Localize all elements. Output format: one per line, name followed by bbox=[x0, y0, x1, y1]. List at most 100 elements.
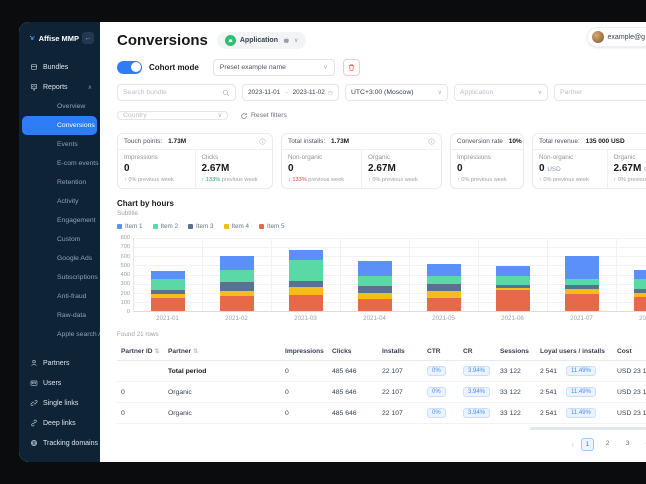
bar-segment-item-5 bbox=[565, 294, 599, 311]
card-total-installs: Total installs: 1.73M Non-organic 0 ↓ 13… bbox=[281, 133, 442, 189]
chart-bar-group-2021-02[interactable] bbox=[203, 238, 272, 311]
column-header-ctr[interactable]: CTR bbox=[423, 343, 459, 361]
pagination-page-1[interactable]: 1 bbox=[581, 438, 594, 451]
bar-segment-item-5 bbox=[358, 298, 392, 311]
horizontal-scrollbar[interactable] bbox=[530, 427, 646, 430]
chart-canvas: 800 700 600 500 400 300 200 100 0 2021-01 2021-02… bbox=[117, 235, 646, 322]
affise-logo-icon bbox=[30, 35, 35, 40]
page-header: Conversions Application ∨ example@g bbox=[117, 27, 646, 51]
sidebar-item-engagement[interactable]: Engagement bbox=[57, 217, 96, 224]
user-menu[interactable]: example@g bbox=[586, 27, 646, 47]
pagination-page-2[interactable]: 2 bbox=[605, 440, 610, 447]
application-filter-select[interactable]: Application ∨ bbox=[454, 84, 548, 101]
chart-bar-group-2021-06[interactable] bbox=[479, 238, 548, 311]
sidebar-item-single-links[interactable]: Single links bbox=[19, 393, 100, 413]
cohort-mode-toggle[interactable] bbox=[117, 60, 142, 74]
column-header-clicks[interactable]: Clicks bbox=[328, 343, 378, 361]
sidebar-item-custom[interactable]: Custom bbox=[57, 236, 81, 243]
loyal-badge: 11.49% bbox=[566, 408, 596, 418]
sidebar-item-overview[interactable]: Overview bbox=[57, 103, 86, 110]
date-range-picker[interactable]: 2023-11-01 → 2023-11-02 bbox=[242, 84, 339, 101]
pagination: ‹ 1 2 3 4 bbox=[117, 438, 646, 451]
legend-item-item-1[interactable]: Item 1 bbox=[117, 223, 143, 230]
timezone-select[interactable]: UTC+3:00 (Moscow) ∨ bbox=[345, 84, 448, 101]
card-touch-points: Touch points: 1.73M Impressions 0 ↑ 0% p… bbox=[117, 133, 273, 189]
stacked-bar bbox=[151, 238, 185, 311]
column-header-installs[interactable]: Installs bbox=[378, 343, 423, 361]
legend-item-item-3[interactable]: Item 3 bbox=[188, 223, 214, 230]
bar-segment-item-2 bbox=[289, 259, 323, 282]
chart-bar-group-2021-01[interactable] bbox=[134, 238, 203, 311]
y-tick: 200 bbox=[120, 290, 130, 297]
column-header-cr[interactable]: CR bbox=[459, 343, 496, 361]
column-header-impressions[interactable]: Impressions bbox=[281, 343, 328, 361]
column-header-sessions[interactable]: Sessions bbox=[496, 343, 536, 361]
sidebar-item-users[interactable]: Users bbox=[19, 373, 100, 393]
stacked-bar bbox=[358, 238, 392, 311]
gridline bbox=[134, 256, 646, 258]
arrow-right-icon: → bbox=[283, 89, 290, 96]
avatar bbox=[591, 31, 604, 43]
chart-x-axis: 2021-01 2021-02 2021-03 2021-04 2021-05 2021-… bbox=[133, 315, 646, 322]
table-row-total[interactable]: Total period 0 485 646 22 107 0% 3.94% 3… bbox=[117, 360, 646, 382]
stat-non-organic: Non-organic 0 ↓ 133% previous week bbox=[288, 154, 344, 183]
y-tick: 700 bbox=[120, 244, 130, 251]
ctr-badge: 0% bbox=[427, 408, 446, 418]
sidebar-item-partners[interactable]: Partners bbox=[19, 353, 100, 373]
table-row[interactable]: 0 Organic 0 485 646 22 107 0% 3.94% 33 1… bbox=[117, 381, 646, 403]
search-bundle-input[interactable]: Search bundle bbox=[117, 84, 236, 101]
pagination-page-3[interactable]: 3 bbox=[625, 440, 630, 447]
sidebar-item-google-ads[interactable]: Google Ads bbox=[57, 255, 93, 262]
chart-bar-group-2021-07[interactable] bbox=[548, 238, 617, 311]
column-header-loyal-users[interactable]: Loyal users / installs bbox=[536, 343, 613, 361]
y-tick: 500 bbox=[120, 262, 130, 269]
stat-organic: Organic 2.67M USD ↑ 0% previous week bbox=[606, 150, 646, 188]
bar-segment-item-2 bbox=[220, 270, 254, 282]
column-header-cost[interactable]: Cost bbox=[613, 343, 646, 361]
sidebar-item-apple-search-ads[interactable]: Apple search Ads bbox=[57, 331, 100, 338]
y-tick: 300 bbox=[120, 281, 130, 288]
sidebar-item-tracking-domains[interactable]: Tracking domains bbox=[19, 433, 100, 453]
stacked-bar bbox=[289, 238, 323, 311]
sidebar-item-events[interactable]: Events bbox=[57, 141, 78, 148]
sidebar-item-activity[interactable]: Activity bbox=[57, 198, 79, 205]
loyal-badge: 11.49% bbox=[566, 366, 596, 376]
preset-select[interactable]: Preset example name ∨ bbox=[212, 58, 335, 76]
column-header-partner[interactable]: Partner ⇅ bbox=[164, 343, 281, 361]
sidebar-item-anti-fraud[interactable]: Anti-fraud bbox=[57, 293, 87, 300]
legend-item-item-5[interactable]: Item 5 bbox=[259, 223, 285, 230]
bar-segment-item-5 bbox=[427, 298, 461, 311]
filters-row-2: Country ∨ Reset filters bbox=[117, 107, 646, 124]
chart-bar-group-2021-03[interactable] bbox=[272, 238, 341, 311]
bar-segment-item-4 bbox=[496, 287, 530, 291]
bar-segment-item-2 bbox=[427, 275, 461, 285]
sidebar-bottom-nav: Partners Users Single links Deep links T… bbox=[19, 353, 100, 453]
info-icon[interactable] bbox=[259, 138, 266, 145]
delete-preset-button[interactable] bbox=[342, 58, 360, 76]
sidebar-collapse-button[interactable]: ← bbox=[82, 32, 94, 44]
pagination-prev[interactable]: ‹ bbox=[571, 440, 574, 449]
bar-segment-item-2 bbox=[358, 276, 392, 287]
application-selector[interactable]: Application ∨ bbox=[216, 31, 307, 49]
sidebar-item-reports[interactable]: Reports ∧ bbox=[19, 77, 100, 97]
chart-bar-group-2021-05[interactable] bbox=[410, 238, 479, 311]
chevron-down-icon: ∨ bbox=[537, 90, 542, 96]
legend-item-item-2[interactable]: Item 2 bbox=[152, 223, 178, 230]
sidebar-item-conversions[interactable]: Conversions bbox=[22, 116, 97, 135]
sidebar-item-raw-data[interactable]: Raw-data bbox=[57, 312, 87, 319]
info-icon[interactable] bbox=[428, 138, 435, 145]
sidebar-item-subscriptions[interactable]: Subscriptions bbox=[57, 274, 98, 281]
column-header-partner-id[interactable]: Partner ID ⇅ bbox=[117, 343, 164, 361]
pagination-page-4[interactable]: 4 bbox=[641, 438, 646, 451]
reset-filters-button[interactable]: Reset filters bbox=[240, 112, 287, 120]
table-row[interactable]: 0 Organic 0 485 646 22 107 0% 3.94% 33 1… bbox=[117, 402, 646, 424]
legend-item-item-4[interactable]: Item 4 bbox=[223, 223, 249, 230]
country-filter-select[interactable]: Country ∨ bbox=[117, 111, 228, 120]
chart-bar-group-2021-04[interactable] bbox=[341, 238, 410, 311]
sidebar-item-deep-links[interactable]: Deep links bbox=[19, 413, 100, 433]
sidebar-item-retention[interactable]: Retention bbox=[57, 179, 87, 186]
sidebar-item-e-com-events[interactable]: E-com events bbox=[57, 160, 99, 167]
sidebar-item-bundles[interactable]: Bundles bbox=[19, 57, 100, 77]
partner-filter-input[interactable]: Partner bbox=[554, 84, 646, 101]
chart-bar-group-2021-08[interactable] bbox=[617, 238, 646, 311]
